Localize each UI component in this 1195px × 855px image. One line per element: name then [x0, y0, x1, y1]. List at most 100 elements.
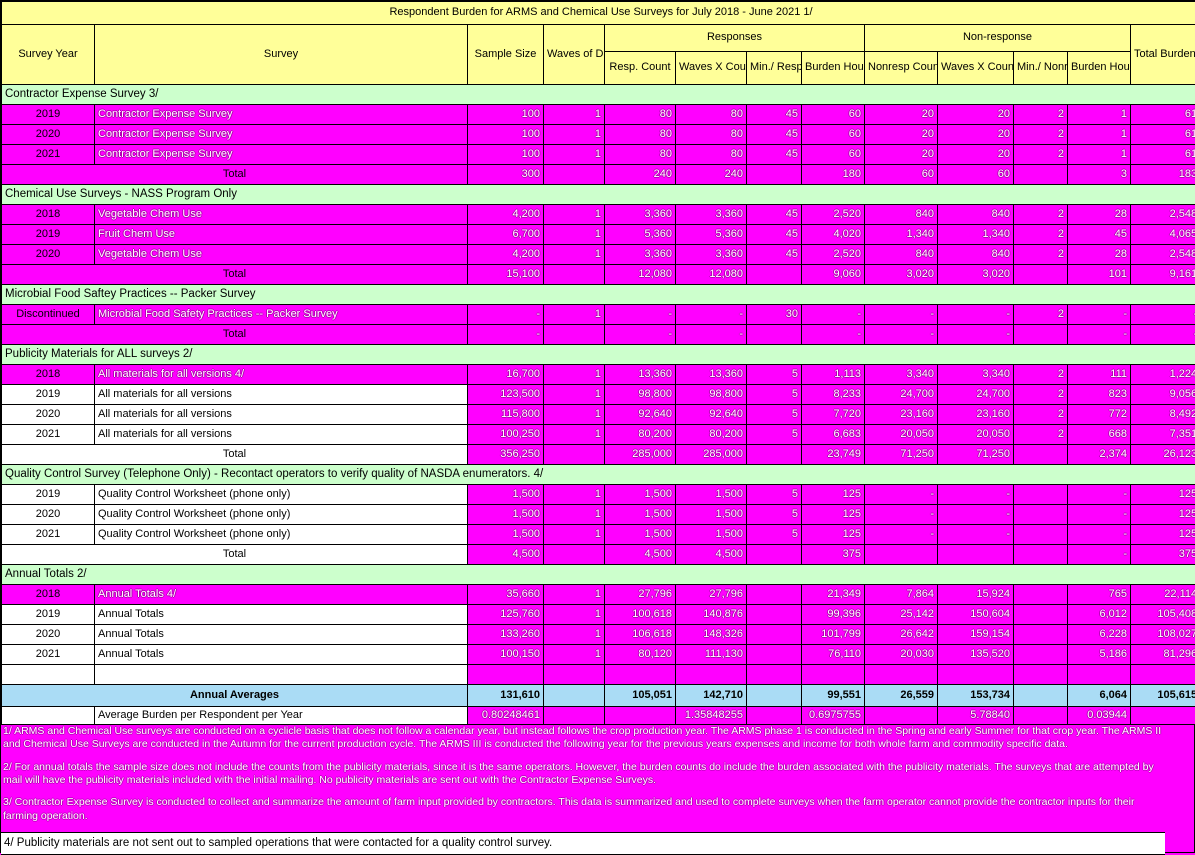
total-cell-min-resp	[747, 545, 802, 565]
cell-min-nonr	[1014, 505, 1068, 525]
cell-nonresp-waves: -	[938, 485, 1014, 505]
cell-nonresp-burden: 28	[1068, 205, 1131, 225]
row-total-label: Total	[2, 265, 468, 285]
cell-nonresp-burden: -	[1068, 505, 1131, 525]
section-title: Microbial Food Saftey Practices -- Packe…	[2, 285, 1195, 305]
total-cell-min-nonr	[1014, 265, 1068, 285]
cell-resp-waves: 148,326	[676, 625, 747, 645]
cell-nonresp-waves: -	[938, 305, 1014, 325]
avgburden-cell-waves	[544, 707, 605, 725]
row-survey-cell: All materials for all versions	[95, 385, 468, 405]
total-cell-waves	[544, 445, 605, 465]
cell-total: 9,056	[1131, 385, 1195, 405]
row-survey-cell: Microbial Food Safety Practices -- Packe…	[95, 305, 468, 325]
cell-total: 108,027	[1131, 625, 1195, 645]
footnote-gap-3	[1, 823, 1165, 832]
cell-nonresp-count: 24,700	[865, 385, 938, 405]
cell-nonresp-count: 25,142	[865, 605, 938, 625]
header-min-per-nonr: Min./ Nonr.	[1014, 52, 1068, 85]
row-year-cell: 2018	[2, 365, 95, 385]
cell-sample: 4,200	[468, 205, 544, 225]
total-cell-min-resp	[747, 325, 802, 345]
cell-nonresp-waves: 20,050	[938, 425, 1014, 445]
cell-total: 125	[1131, 525, 1195, 545]
cell-min-resp: 5	[747, 485, 802, 505]
cell-nonresp-count: -	[865, 505, 938, 525]
section-header-row: Annual Totals 2/	[2, 565, 1195, 585]
title-row: Respondent Burden for ARMS and Chemical …	[2, 2, 1195, 25]
row-year-cell: 2021	[2, 145, 95, 165]
row-year-cell: 2019	[2, 385, 95, 405]
cell-min-resp	[747, 605, 802, 625]
average-cell-nonresp-count: 26,559	[865, 685, 938, 707]
cell-resp-burden: 99,396	[802, 605, 865, 625]
cell-min-nonr	[1014, 605, 1068, 625]
cell-resp-burden: 60	[802, 125, 865, 145]
cell-resp-count: 80	[605, 145, 676, 165]
cell-resp-burden: 125	[802, 485, 865, 505]
header-total-burden-hours: Total Burden Hours	[1131, 25, 1195, 85]
total-cell-nonresp-count: 71,250	[865, 445, 938, 465]
cell-nonresp-burden: -	[1068, 525, 1131, 545]
total-cell-min-nonr	[1014, 545, 1068, 565]
header-resp-waves-x-count: Waves X Count	[676, 52, 747, 85]
cell-min-resp: 30	[747, 305, 802, 325]
cell-min-nonr	[1014, 645, 1068, 665]
cell-waves: 1	[544, 405, 605, 425]
cell-nonresp-waves: 15,924	[938, 585, 1014, 605]
row-year-cell: 2018	[2, 205, 95, 225]
avgburden-cell-min-resp	[747, 707, 802, 725]
cell-resp-count: 1,500	[605, 525, 676, 545]
header-nonresp-burden-hours: Burden Hours	[1068, 52, 1131, 85]
header-responses-group: Responses	[605, 25, 865, 52]
header-survey-year: Survey Year	[2, 25, 95, 85]
row-year-cell: 2019	[2, 605, 95, 625]
cell-resp-burden: 8,233	[802, 385, 865, 405]
total-cell-sample: -	[468, 325, 544, 345]
total-cell-nonresp-waves: 3,020	[938, 265, 1014, 285]
cell-nonresp-waves: -	[938, 505, 1014, 525]
cell-total: 61	[1131, 125, 1195, 145]
cell-nonresp-waves: 150,604	[938, 605, 1014, 625]
cell-sample: 123,500	[468, 385, 544, 405]
cell-min-nonr	[1014, 625, 1068, 645]
cell-sample: 100,250	[468, 425, 544, 445]
total-cell-waves	[544, 165, 605, 185]
cell-sample: 1,500	[468, 485, 544, 505]
blank-cell-sample	[468, 665, 544, 685]
cell-sample: 115,800	[468, 405, 544, 425]
cell-resp-burden: 2,520	[802, 205, 865, 225]
cell-resp-count: -	[605, 305, 676, 325]
row-survey-cell: Annual Totals 4/	[95, 585, 468, 605]
blank-cell-min-resp	[747, 665, 802, 685]
total-cell-resp-burden: 23,749	[802, 445, 865, 465]
blank-cell-nonresp-waves	[938, 665, 1014, 685]
header-waves-of-data-collection: Waves of Data Collection	[544, 25, 605, 85]
header-resp-burden-hours: Burden Hours	[802, 52, 865, 85]
total-cell-resp-burden: 9,060	[802, 265, 865, 285]
header-nonresp-count: Nonresp Count	[865, 52, 938, 85]
avgburden-cell-resp-burden: 0.6975755	[802, 707, 865, 725]
cell-resp-waves: 27,796	[676, 585, 747, 605]
cell-waves: 1	[544, 505, 605, 525]
cell-resp-burden: 1,113	[802, 365, 865, 385]
cell-min-nonr: 2	[1014, 405, 1068, 425]
total-cell-resp-count: 285,000	[605, 445, 676, 465]
burden-table: Respondent Burden for ARMS and Chemical …	[1, 1, 1195, 725]
section-title: Quality Control Survey (Telephone Only) …	[2, 465, 1195, 485]
section-total-row: Total--------	[2, 325, 1195, 345]
avgburden-cell-nonresp-count	[865, 707, 938, 725]
cell-min-resp: 5	[747, 385, 802, 405]
cell-sample: -	[468, 305, 544, 325]
cell-min-nonr: 2	[1014, 305, 1068, 325]
total-cell-min-resp	[747, 265, 802, 285]
header-sample-size: Sample Size	[468, 25, 544, 85]
row-total-label: Total	[2, 545, 468, 565]
total-cell-nonresp-waves: 60	[938, 165, 1014, 185]
cell-nonresp-burden: 1	[1068, 125, 1131, 145]
